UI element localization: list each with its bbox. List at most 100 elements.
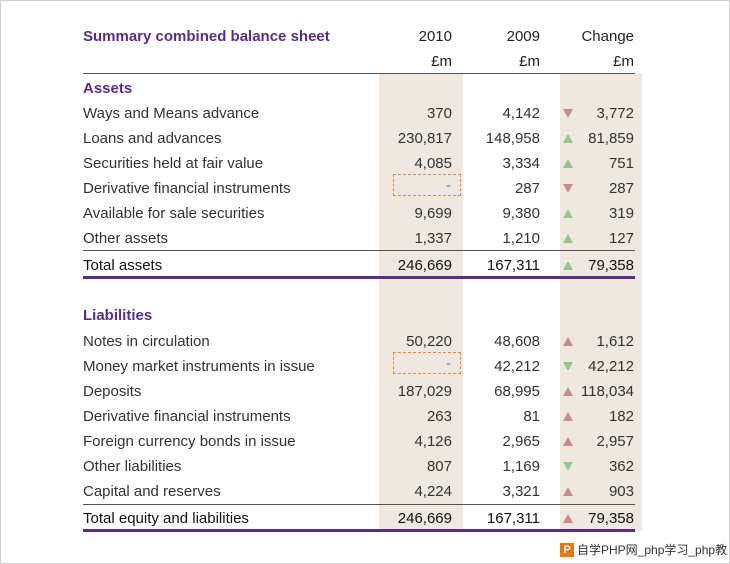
liabilities-heading: Liabilities — [83, 307, 153, 324]
triangle-down-icon — [563, 462, 573, 471]
watermark: P 自学PHP网_php学习_php教 — [560, 541, 728, 561]
value-2009: 48,608 — [494, 333, 540, 350]
value-2009: 167,311 — [486, 257, 540, 274]
table-row: Foreign currency bonds in issue 4,126 2,96… — [0, 433, 730, 458]
value-change: 127 — [608, 230, 634, 247]
assets-heading: Assets — [83, 80, 133, 97]
value-2009: 148,958 — [485, 130, 540, 147]
selection-box: - — [393, 174, 461, 196]
table-row: Loans and advances 230,817 148,958 81,859 — [0, 130, 730, 155]
row-label: Capital and reserves — [83, 483, 221, 500]
triangle-up-icon — [563, 209, 573, 218]
value-2009: 4,142 — [502, 105, 540, 122]
row-label: Deposits — [83, 383, 142, 400]
value-2010: 9,699 — [414, 205, 452, 222]
value-2010: 4,126 — [414, 433, 452, 450]
row-label: Ways and Means advance — [83, 105, 260, 122]
value-2010: 246,669 — [397, 510, 452, 527]
value-change: 182 — [608, 408, 634, 425]
value-2009: 3,334 — [502, 155, 540, 172]
table-row: Capital and reserves 4,224 3,321 903 — [0, 483, 730, 508]
total-row: Total assets 246,669 167,311 79,358 — [0, 257, 730, 282]
triangle-down-icon — [563, 109, 573, 118]
header-2009: 2009 — [506, 28, 540, 45]
value-change: 287 — [608, 180, 634, 197]
assets-total-divider — [83, 250, 635, 251]
triangle-up-icon — [563, 261, 573, 270]
unit-2010: £m — [431, 53, 452, 70]
row-label: Total equity and liabilities — [83, 510, 249, 527]
value-2010: - — [446, 177, 451, 194]
value-2009: 81 — [523, 408, 540, 425]
value-2009: 1,169 — [502, 458, 540, 475]
liabilities-total-divider — [83, 504, 635, 505]
triangle-up-icon — [563, 487, 573, 496]
unit-2009: £m — [519, 53, 540, 70]
value-2010: 246,669 — [397, 257, 452, 274]
header-change: Change — [581, 28, 634, 45]
value-change: 751 — [608, 155, 634, 172]
value-change: 1,612 — [596, 333, 634, 350]
value-2010: 807 — [426, 458, 452, 475]
triangle-up-icon — [563, 412, 573, 421]
triangle-up-icon — [563, 234, 573, 243]
value-2010: 50,220 — [406, 333, 452, 350]
value-change: 319 — [608, 205, 634, 222]
row-label: Securities held at fair value — [83, 155, 264, 172]
value-2010: 230,817 — [397, 130, 452, 147]
unit-change: £m — [613, 53, 634, 70]
triangle-down-icon — [563, 184, 573, 193]
value-2009: 42,212 — [494, 358, 540, 375]
page-title: Summary combined balance sheet — [83, 28, 330, 45]
row-label: Available for sale securities — [83, 205, 265, 222]
triangle-up-icon — [563, 337, 573, 346]
watermark-text: 自学PHP网_php学习_php教 — [577, 543, 728, 557]
value-2010: 370 — [426, 105, 452, 122]
assets-total-underline — [83, 276, 635, 279]
value-change: 79,358 — [588, 257, 634, 274]
table-row: Available for sale securities 9,699 9,380 3… — [0, 205, 730, 230]
row-label: Money market instruments in issue — [83, 358, 315, 375]
column-shade-change — [560, 73, 642, 531]
value-2010: 263 — [426, 408, 452, 425]
header-2010: 2010 — [418, 28, 452, 45]
triangle-up-icon — [563, 514, 573, 523]
triangle-up-icon — [563, 159, 573, 168]
triangle-up-icon — [563, 134, 573, 143]
row-label: Other assets — [83, 230, 169, 247]
value-2009: 68,995 — [494, 383, 540, 400]
value-change: 118,034 — [580, 383, 634, 400]
value-change: 79,358 — [588, 510, 634, 527]
value-2009: 287 — [514, 180, 540, 197]
row-label: Notes in circulation — [83, 333, 210, 350]
liabilities-total-underline — [83, 529, 635, 532]
table-row: Derivative financial instruments 263 81 182 — [0, 408, 730, 433]
table-row: Money market instruments in issue - 42,212… — [0, 352, 730, 383]
triangle-down-icon — [563, 362, 573, 371]
table-row: Notes in circulation 50,220 48,608 1,612 — [0, 333, 730, 358]
row-label: Derivative financial instruments — [83, 408, 291, 425]
value-2010: 1,337 — [414, 230, 452, 247]
value-2009: 167,311 — [486, 510, 540, 527]
value-2009: 9,380 — [502, 205, 540, 222]
column-shade-2010 — [379, 73, 463, 531]
total-row: Total equity and liabilities 246,669 167,3… — [0, 510, 730, 535]
selection-box: - — [393, 352, 461, 374]
value-change: 2,957 — [596, 433, 634, 450]
value-2010: 4,085 — [414, 155, 452, 172]
row-label: Other liabilities — [83, 458, 182, 475]
table-row: Securities held at fair value 4,085 3,334 7… — [0, 155, 730, 180]
row-label: Derivative financial instruments — [83, 180, 291, 197]
value-change: 3,772 — [596, 105, 634, 122]
row-label: Total assets — [83, 257, 163, 274]
value-2010: 187,029 — [397, 383, 452, 400]
value-change: 903 — [608, 483, 634, 500]
row-label: Loans and advances — [83, 130, 222, 147]
value-2009: 1,210 — [502, 230, 540, 247]
header-divider — [83, 73, 635, 74]
value-change: 362 — [608, 458, 634, 475]
table-row: Other assets 1,337 1,210 127 — [0, 230, 730, 255]
value-2010: - — [446, 355, 451, 372]
table-row: Deposits 187,029 68,995 118,034 — [0, 383, 730, 408]
value-2009: 2,965 — [502, 433, 540, 450]
